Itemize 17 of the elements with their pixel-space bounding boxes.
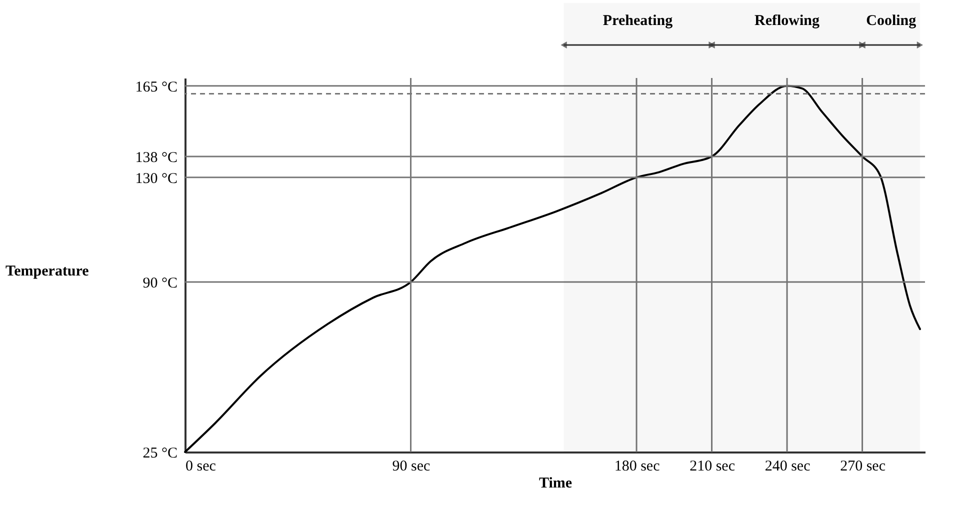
band-label: Cooling <box>866 13 917 29</box>
y-tick-label: 130 °C <box>135 170 178 187</box>
x-tick-label: 0 sec <box>186 458 216 474</box>
y-tick-label: 90 °C <box>142 276 178 292</box>
band-label: Reflowing <box>754 13 820 29</box>
y-axis-title: Temperature <box>6 264 90 280</box>
x-tick-label: 240 sec <box>764 458 811 474</box>
x-tick-label: 180 sec <box>614 458 660 474</box>
x-tick-label: 270 sec <box>840 458 886 474</box>
x-axis-title: Time <box>538 476 572 492</box>
x-tick-label: 90 sec <box>392 458 431 474</box>
y-tick-label: 138 °C <box>135 150 178 166</box>
x-tick-label: 210 sec <box>690 458 736 474</box>
y-tick-label: 165 °C <box>135 79 178 96</box>
y-tick-label: 25 °C <box>142 446 178 462</box>
line-series <box>184 84 921 453</box>
band-label: Preheating <box>602 13 674 29</box>
